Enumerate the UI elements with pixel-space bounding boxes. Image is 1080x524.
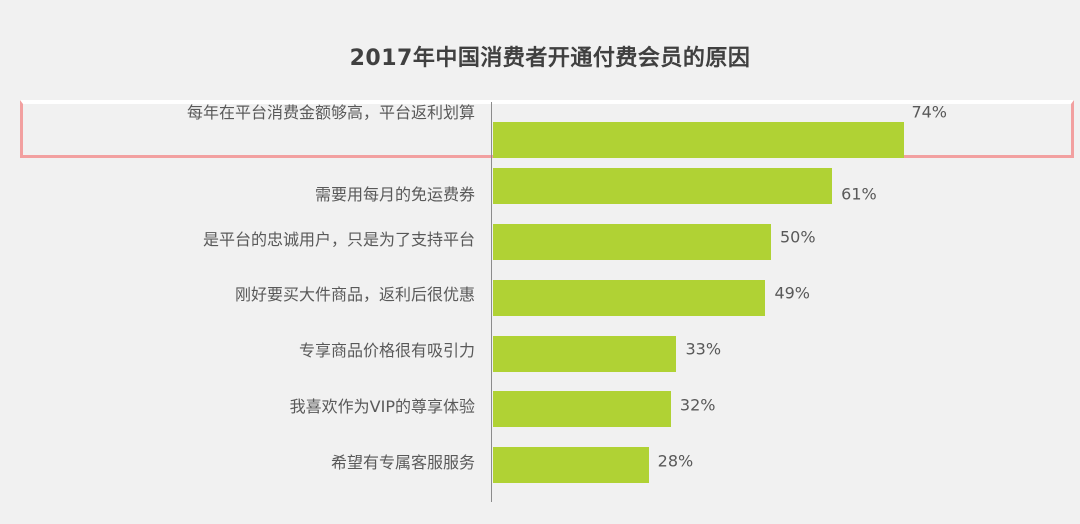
category-label: 需要用每月的免运费券 [314,185,475,204]
bar [493,336,677,372]
bar [493,168,833,204]
bar [493,280,766,316]
value-label: 50% [780,227,816,247]
category-label: 专享商品价格很有吸引力 [298,341,475,360]
category-label: 刚好要买大件商品，返利后很优惠 [234,285,475,304]
category-label: 希望有专属客服服务 [330,453,475,472]
bar [493,224,771,260]
value-label: 33% [685,339,722,359]
category-label: 是平台的忠诚用户，只是为了支持平台 [202,230,475,249]
bar [493,122,905,158]
category-label: 我喜欢作为VIP的尊享体验 [289,397,475,416]
bar [493,391,671,427]
value-label: 61% [841,184,877,204]
value-label: 32% [679,395,716,415]
bar [493,447,649,483]
value-label: 74% [911,102,947,122]
value-label: 49% [774,283,810,303]
chart-title: 2017年中国消费者开通付费会员的原因 [349,46,751,71]
category-label: 每年在平台消费金额够高，平台返利划算 [186,103,475,122]
category-axis-line [491,102,492,502]
value-label: 28% [657,451,694,471]
